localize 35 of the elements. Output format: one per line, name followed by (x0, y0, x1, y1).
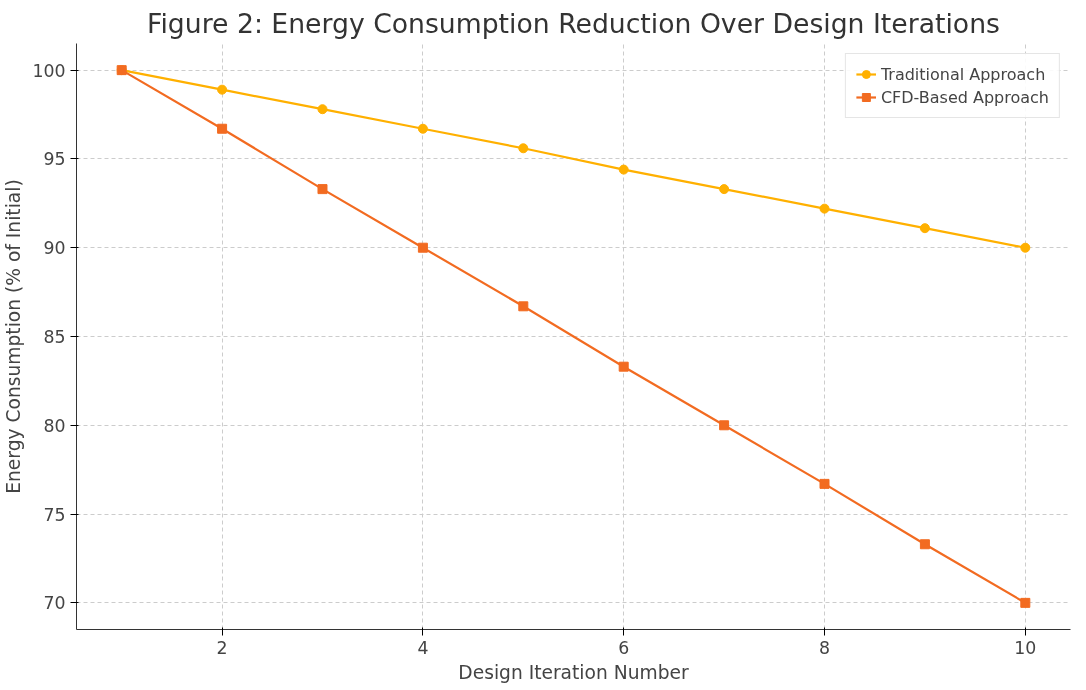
point (919, 539, 930, 550)
point (217, 84, 228, 95)
point (518, 143, 529, 154)
point (618, 164, 629, 175)
point (317, 184, 328, 195)
point (919, 223, 930, 234)
chart-title: Figure 2: Energy Consumption Reduction Over Design Iterations (147, 7, 1000, 39)
point (618, 361, 629, 372)
y-axis-title: Energy Consumption (% of Initial) (3, 179, 25, 494)
y-tick-label: 70 (43, 593, 66, 614)
point (1020, 242, 1031, 253)
point (719, 184, 730, 195)
x-tick-label: 8 (819, 637, 831, 658)
y-tick-label: 80 (43, 415, 66, 436)
point (417, 123, 428, 134)
y-tick-label: 90 (43, 238, 66, 259)
point (217, 123, 228, 134)
y-tick-label: 75 (43, 504, 66, 525)
legend-label: CFD-Based Approach (880, 87, 1049, 107)
x-axis-title: Design Iteration Number (458, 661, 690, 683)
point (819, 203, 830, 214)
point (417, 242, 428, 253)
point (518, 301, 529, 312)
legend-label: Traditional Approach (880, 64, 1046, 84)
x-tick-label: 2 (216, 637, 228, 658)
y-tick-label: 95 (43, 149, 66, 170)
point (719, 420, 730, 431)
y-tick-label: 100 (32, 60, 66, 81)
x-tick-label: 10 (1014, 637, 1037, 658)
point (1020, 597, 1031, 608)
x-tick-label: 4 (417, 637, 429, 658)
point (317, 104, 328, 115)
x-tick-label: 6 (618, 637, 630, 658)
point (819, 478, 830, 489)
y-tick-label: 85 (43, 327, 66, 347)
